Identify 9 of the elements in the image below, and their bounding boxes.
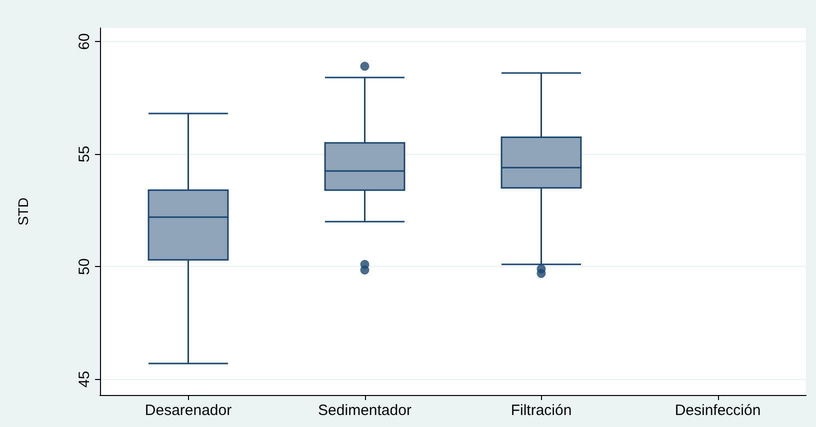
- x-tick-label: Filtración: [510, 402, 572, 419]
- x-tick-label: Desarenador: [144, 402, 232, 419]
- y-tick-label: 60: [76, 33, 93, 50]
- y-tick-label: 55: [76, 146, 93, 162]
- y-tick-label: 50: [76, 258, 93, 276]
- x-tick-label: Sedimentador: [318, 402, 412, 419]
- y-tick-label: 45: [76, 370, 93, 388]
- y-axis-title: STD: [15, 198, 31, 226]
- x-tick-label: Desinfección: [674, 402, 761, 419]
